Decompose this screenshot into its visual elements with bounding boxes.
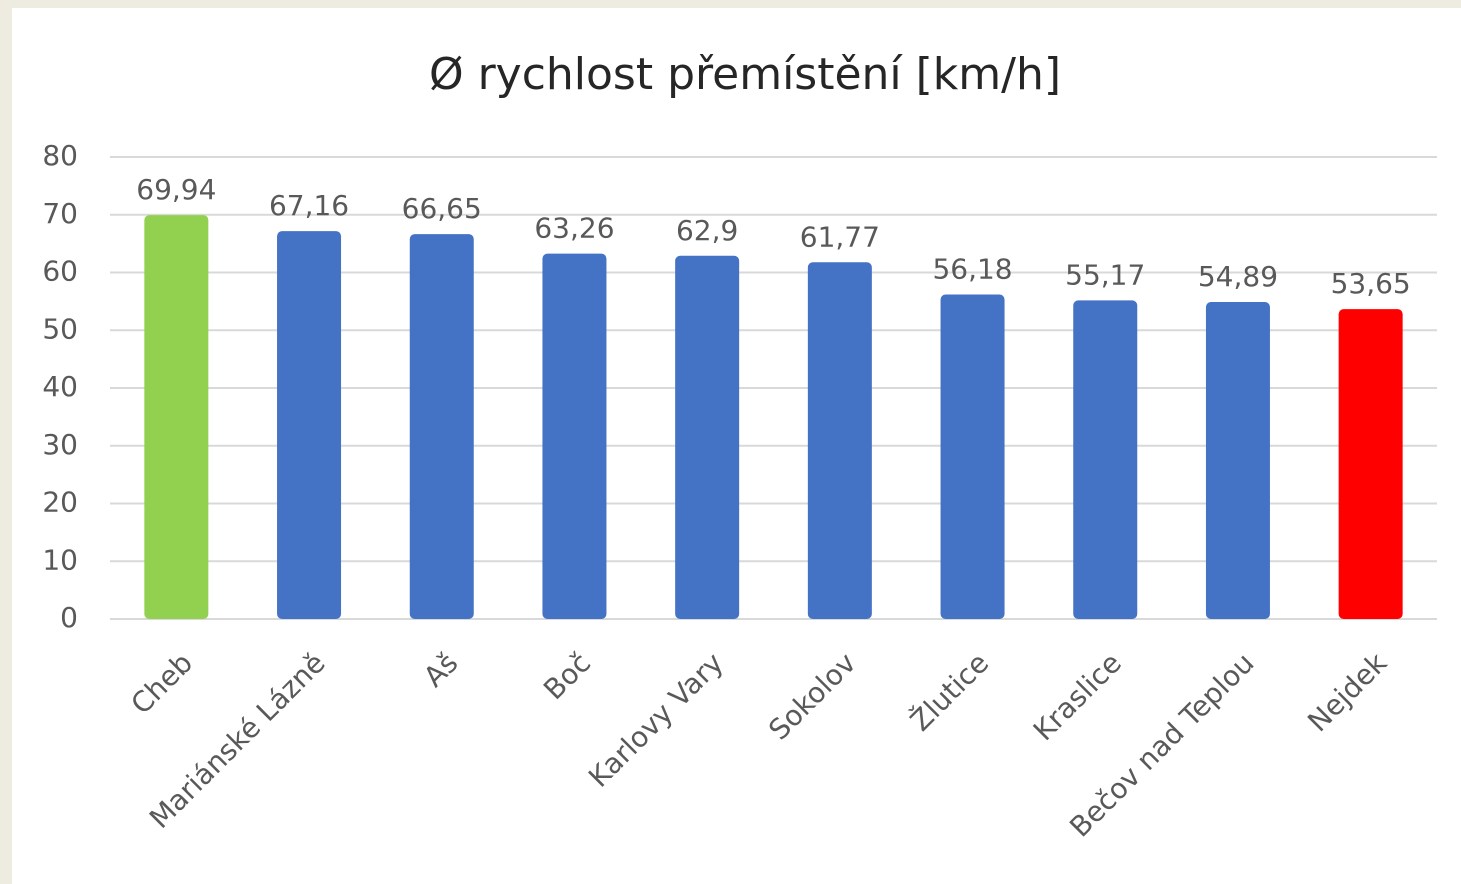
y-tick-label: 20 xyxy=(42,486,78,519)
y-tick-label: 40 xyxy=(42,370,78,403)
y-tick-label: 0 xyxy=(60,601,78,634)
y-tick-label: 80 xyxy=(42,139,78,172)
data-label: 62,9 xyxy=(676,214,738,247)
data-label: 67,16 xyxy=(269,189,349,222)
bar xyxy=(144,215,209,619)
chart-title: Ø rychlost přemístění [km/h] xyxy=(429,49,1061,100)
bar xyxy=(807,262,872,619)
bar xyxy=(940,294,1005,619)
bar xyxy=(542,253,607,619)
data-label: 54,89 xyxy=(1198,260,1278,293)
data-label: 56,18 xyxy=(932,253,1012,286)
y-tick-label: 30 xyxy=(42,428,78,461)
data-label: 53,65 xyxy=(1331,267,1411,300)
bar xyxy=(1205,302,1270,619)
y-tick-label: 60 xyxy=(42,255,78,288)
bar xyxy=(1338,309,1403,619)
y-tick-label: 10 xyxy=(42,543,78,576)
y-tick-label: 70 xyxy=(42,197,78,230)
y-tick-label: 50 xyxy=(42,312,78,345)
data-label: 55,17 xyxy=(1065,258,1145,291)
bar xyxy=(1073,300,1138,619)
data-label: 66,65 xyxy=(402,192,482,225)
bar xyxy=(675,255,740,619)
bar xyxy=(277,231,342,619)
data-label: 61,77 xyxy=(800,220,880,253)
data-label: 69,94 xyxy=(136,173,216,206)
data-label: 63,26 xyxy=(534,212,614,245)
bar xyxy=(409,234,474,619)
